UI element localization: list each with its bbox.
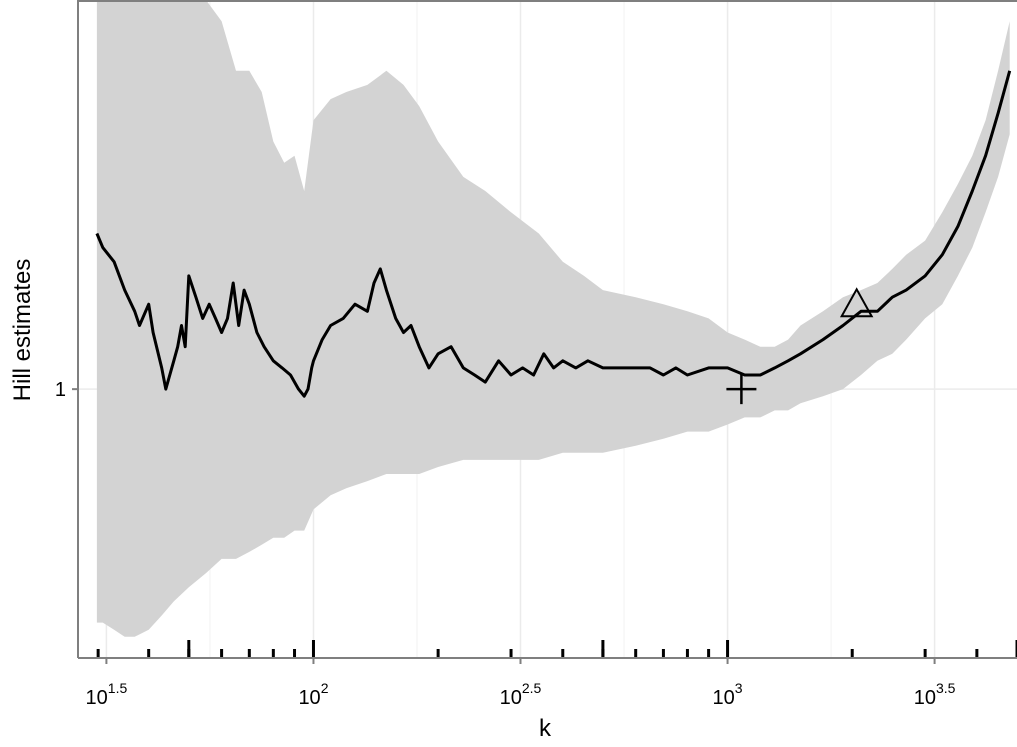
x-axis-title: k bbox=[539, 715, 552, 742]
x-tick-label: 103.5 bbox=[914, 680, 956, 709]
plus-marker bbox=[726, 374, 757, 405]
confidence-band bbox=[96, 0, 1010, 637]
x-tick-label: 101.5 bbox=[86, 680, 128, 709]
y-tick-label: 1 bbox=[55, 379, 66, 401]
point-markers bbox=[726, 287, 874, 405]
x-tick-label: 102 bbox=[298, 680, 328, 709]
axis-ticks: 101.5 102 102.5 103 103.5 1 bbox=[55, 379, 956, 709]
y-axis-title: Hill estimates bbox=[9, 259, 36, 402]
x-tick-label: 103 bbox=[713, 680, 743, 709]
x-rug-ticks bbox=[96, 640, 1017, 657]
triangle-marker bbox=[839, 287, 874, 318]
x-tick-label: 102.5 bbox=[500, 680, 542, 709]
hill-estimate-line bbox=[95, 70, 1012, 398]
